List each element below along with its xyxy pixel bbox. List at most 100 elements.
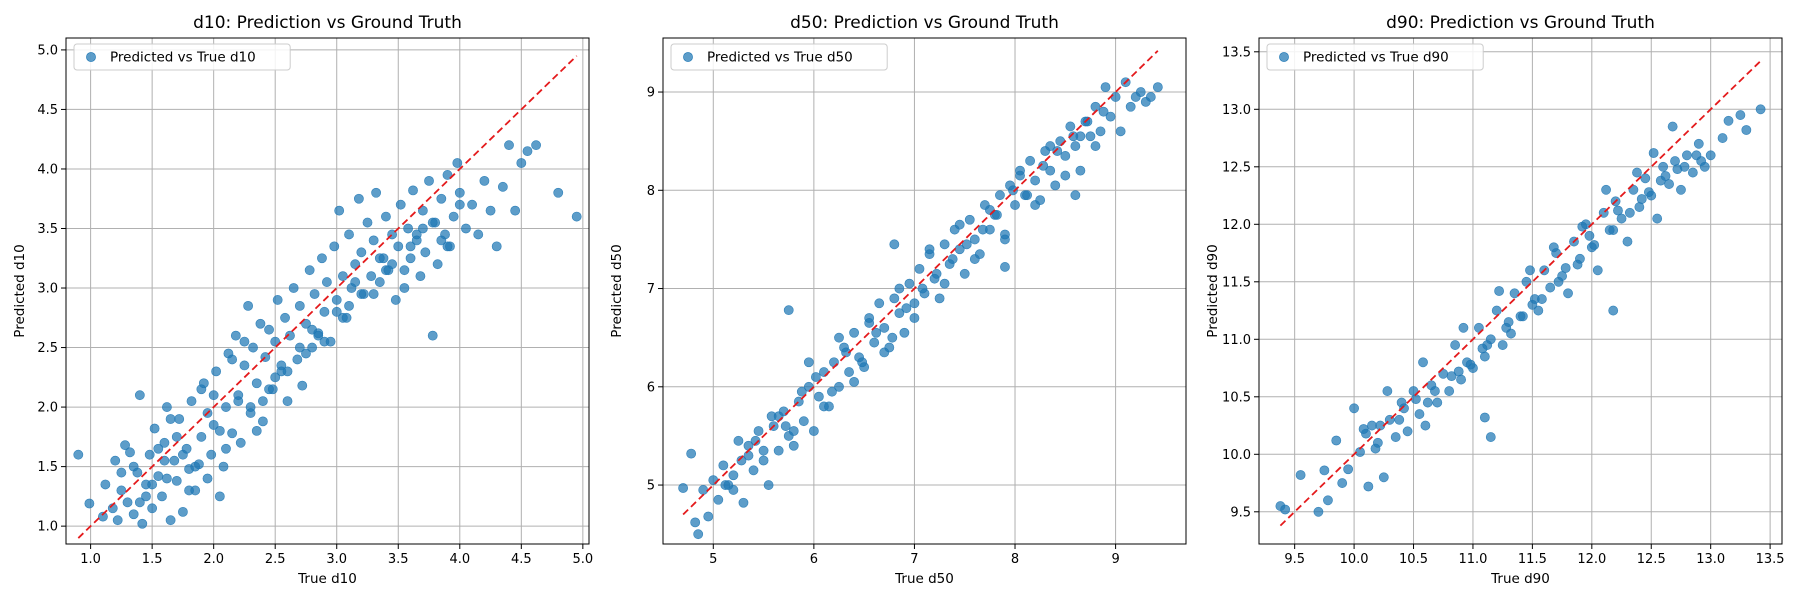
data-point — [808, 426, 819, 436]
data-point — [1411, 394, 1421, 404]
data-point — [233, 396, 244, 407]
data-point — [1295, 470, 1306, 480]
data-point — [350, 277, 361, 287]
data-point — [214, 491, 225, 502]
data-point — [227, 354, 238, 365]
data-point — [178, 449, 188, 460]
data-point — [1082, 116, 1093, 127]
data-point — [251, 378, 262, 389]
data-point — [1025, 155, 1036, 166]
data-point — [1050, 180, 1061, 191]
data-point — [390, 295, 401, 305]
data-point — [442, 241, 453, 252]
data-point — [531, 140, 541, 151]
data-point — [738, 497, 749, 508]
data-point — [1682, 150, 1692, 161]
y-tick-label: 2.5 — [37, 341, 58, 356]
y-tick-label: 12.5 — [1222, 160, 1251, 175]
ideal-fit-line — [682, 50, 1159, 516]
data-point — [257, 416, 268, 427]
data-point — [703, 511, 714, 522]
data-point — [337, 271, 348, 282]
data-point — [371, 187, 382, 198]
data-point — [157, 491, 167, 502]
data-point — [436, 235, 447, 246]
data-point — [1622, 236, 1633, 247]
data-point — [1634, 202, 1645, 212]
data-point — [931, 268, 942, 279]
data-point — [1323, 495, 1333, 506]
data-point — [1095, 126, 1106, 137]
data-point — [337, 312, 348, 323]
data-point — [374, 253, 385, 264]
data-point — [909, 298, 920, 309]
data-point — [1636, 194, 1647, 204]
x-tick-label: 10.0 — [1340, 552, 1369, 567]
data-point — [553, 187, 564, 198]
data-point — [1465, 359, 1476, 370]
y-tick-label: 7 — [647, 282, 655, 297]
data-point — [1022, 190, 1032, 201]
data-point — [1399, 403, 1409, 414]
data-point — [917, 283, 928, 294]
data-point — [1280, 504, 1291, 515]
data-point — [889, 293, 900, 304]
data-point — [1577, 221, 1588, 232]
data-point — [1060, 170, 1071, 181]
data-point — [169, 455, 180, 466]
data-point — [73, 449, 84, 460]
data-point — [1687, 167, 1698, 178]
data-point — [1450, 340, 1461, 350]
data-point — [522, 146, 533, 157]
data-point — [344, 229, 354, 240]
data-point — [1418, 357, 1428, 368]
data-point — [366, 271, 377, 282]
data-point — [395, 199, 406, 210]
data-point — [1563, 288, 1573, 299]
legend-marker — [1279, 52, 1289, 62]
data-point — [255, 318, 266, 329]
data-point — [297, 380, 308, 391]
data-point — [1331, 435, 1342, 446]
x-tick-label: 11.5 — [1518, 552, 1547, 567]
data-point — [147, 479, 158, 490]
data-point — [869, 337, 880, 348]
data-point — [758, 445, 769, 456]
y-tick-label: 3.5 — [37, 222, 58, 237]
data-point — [813, 391, 824, 402]
x-tick-label: 12.0 — [1577, 552, 1606, 567]
data-point — [162, 473, 172, 484]
data-point — [753, 426, 764, 436]
data-point — [442, 170, 453, 180]
data-point — [894, 308, 905, 319]
data-point — [264, 324, 274, 335]
data-point — [1648, 148, 1659, 158]
data-point — [773, 445, 784, 456]
data-point — [137, 518, 148, 529]
y-tick-label: 1.5 — [37, 460, 58, 475]
data-point — [1085, 131, 1096, 142]
data-point — [381, 211, 391, 222]
data-point — [294, 342, 305, 353]
y-tick-label: 1.0 — [37, 520, 58, 535]
legend-box — [670, 43, 888, 71]
data-point — [405, 253, 416, 264]
data-point — [491, 241, 502, 252]
x-tick-label: 2.5 — [265, 552, 286, 567]
data-point — [374, 277, 385, 287]
data-point — [1100, 82, 1111, 93]
data-point — [964, 214, 975, 225]
chart-panel-2: 9.5 10.0 10.5 11.0 11.5 12.0 12.5 13.0 13.5 9.5 10… — [1205, 13, 1785, 587]
data-point — [1319, 465, 1330, 476]
data-point — [1367, 420, 1377, 431]
data-point — [1655, 175, 1666, 186]
data-point — [427, 330, 438, 341]
data-point — [1075, 131, 1086, 142]
data-point — [112, 515, 123, 526]
data-point — [448, 211, 459, 222]
data-point — [110, 455, 121, 466]
y-tick-label: 11.0 — [1222, 333, 1251, 348]
data-point — [1670, 156, 1680, 166]
